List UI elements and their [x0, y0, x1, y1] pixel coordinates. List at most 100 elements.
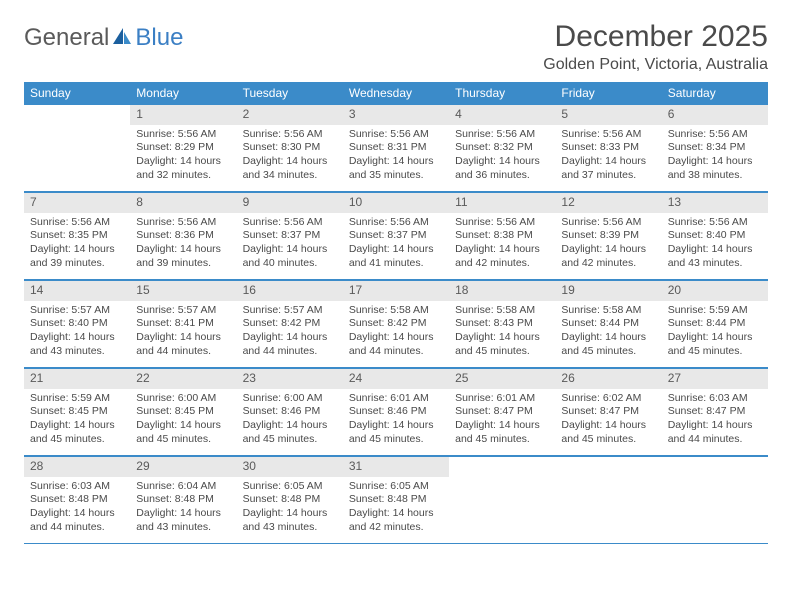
daylight-text: Daylight: 14 hours: [136, 243, 230, 257]
weekday-header: Thursday: [449, 82, 555, 104]
day-body: Sunrise: 6:01 AMSunset: 8:46 PMDaylight:…: [343, 389, 449, 450]
day-cell: 2Sunrise: 5:56 AMSunset: 8:30 PMDaylight…: [237, 105, 343, 191]
day-cell: 18Sunrise: 5:58 AMSunset: 8:43 PMDayligh…: [449, 281, 555, 367]
daylight-text: and 43 minutes.: [30, 345, 124, 359]
daylight-text: Daylight: 14 hours: [243, 155, 337, 169]
daylight-text: and 42 minutes.: [349, 521, 443, 535]
weekday-header: Tuesday: [237, 82, 343, 104]
day-body: Sunrise: 6:04 AMSunset: 8:48 PMDaylight:…: [130, 477, 236, 538]
sunset-text: Sunset: 8:39 PM: [561, 229, 655, 243]
daylight-text: and 38 minutes.: [668, 169, 762, 183]
daylight-text: Daylight: 14 hours: [455, 419, 549, 433]
logo-text-blue: Blue: [135, 24, 183, 52]
day-number: 22: [130, 369, 236, 389]
day-cell: 22Sunrise: 6:00 AMSunset: 8:45 PMDayligh…: [130, 369, 236, 455]
calendar-grid: SundayMondayTuesdayWednesdayThursdayFrid…: [24, 82, 768, 544]
sail-icon: [111, 26, 133, 51]
day-number: 21: [24, 369, 130, 389]
day-body: Sunrise: 5:56 AMSunset: 8:37 PMDaylight:…: [343, 213, 449, 274]
sunset-text: Sunset: 8:32 PM: [455, 141, 549, 155]
day-cell: 29Sunrise: 6:04 AMSunset: 8:48 PMDayligh…: [130, 457, 236, 543]
day-number: 10: [343, 193, 449, 213]
daylight-text: and 42 minutes.: [561, 257, 655, 271]
sunrise-text: Sunrise: 5:56 AM: [349, 216, 443, 230]
logo-text-general: General: [24, 24, 109, 52]
day-cell: 8Sunrise: 5:56 AMSunset: 8:36 PMDaylight…: [130, 193, 236, 279]
daylight-text: and 45 minutes.: [668, 345, 762, 359]
location-text: Golden Point, Victoria, Australia: [543, 56, 768, 74]
sunrise-text: Sunrise: 5:58 AM: [455, 304, 549, 318]
daylight-text: and 44 minutes.: [349, 345, 443, 359]
sunset-text: Sunset: 8:47 PM: [561, 405, 655, 419]
daylight-text: and 45 minutes.: [136, 433, 230, 447]
sunrise-text: Sunrise: 5:57 AM: [243, 304, 337, 318]
sunset-text: Sunset: 8:38 PM: [455, 229, 549, 243]
daylight-text: Daylight: 14 hours: [136, 507, 230, 521]
day-number: 9: [237, 193, 343, 213]
daylight-text: Daylight: 14 hours: [243, 243, 337, 257]
day-cell: 23Sunrise: 6:00 AMSunset: 8:46 PMDayligh…: [237, 369, 343, 455]
daylight-text: Daylight: 14 hours: [349, 243, 443, 257]
day-number: 26: [555, 369, 661, 389]
daylight-text: Daylight: 14 hours: [30, 419, 124, 433]
sunset-text: Sunset: 8:44 PM: [561, 317, 655, 331]
sunset-text: Sunset: 8:47 PM: [455, 405, 549, 419]
daylight-text: and 39 minutes.: [136, 257, 230, 271]
daylight-text: Daylight: 14 hours: [668, 243, 762, 257]
day-number: 30: [237, 457, 343, 477]
sunset-text: Sunset: 8:46 PM: [349, 405, 443, 419]
sunrise-text: Sunrise: 5:56 AM: [243, 216, 337, 230]
day-cell: 7Sunrise: 5:56 AMSunset: 8:35 PMDaylight…: [24, 193, 130, 279]
day-body: Sunrise: 5:56 AMSunset: 8:35 PMDaylight:…: [24, 213, 130, 274]
sunset-text: Sunset: 8:31 PM: [349, 141, 443, 155]
day-body: Sunrise: 5:56 AMSunset: 8:36 PMDaylight:…: [130, 213, 236, 274]
sunrise-text: Sunrise: 6:00 AM: [136, 392, 230, 406]
day-body: Sunrise: 6:00 AMSunset: 8:46 PMDaylight:…: [237, 389, 343, 450]
sunset-text: Sunset: 8:48 PM: [243, 493, 337, 507]
daylight-text: and 44 minutes.: [136, 345, 230, 359]
daylight-text: Daylight: 14 hours: [349, 507, 443, 521]
day-number: 16: [237, 281, 343, 301]
day-body: Sunrise: 5:56 AMSunset: 8:40 PMDaylight:…: [662, 213, 768, 274]
sunset-text: Sunset: 8:48 PM: [349, 493, 443, 507]
day-cell: [555, 457, 661, 543]
day-cell: 25Sunrise: 6:01 AMSunset: 8:47 PMDayligh…: [449, 369, 555, 455]
daylight-text: and 45 minutes.: [243, 433, 337, 447]
weekday-header: Saturday: [662, 82, 768, 104]
sunset-text: Sunset: 8:42 PM: [243, 317, 337, 331]
day-number: 3: [343, 105, 449, 125]
weekday-header: Sunday: [24, 82, 130, 104]
day-number: 5: [555, 105, 661, 125]
daylight-text: and 44 minutes.: [30, 521, 124, 535]
week-row: 7Sunrise: 5:56 AMSunset: 8:35 PMDaylight…: [24, 192, 768, 280]
sunset-text: Sunset: 8:48 PM: [30, 493, 124, 507]
sunrise-text: Sunrise: 5:56 AM: [136, 128, 230, 142]
daylight-text: Daylight: 14 hours: [668, 155, 762, 169]
daylight-text: and 44 minutes.: [668, 433, 762, 447]
sunset-text: Sunset: 8:40 PM: [30, 317, 124, 331]
day-body: Sunrise: 5:56 AMSunset: 8:32 PMDaylight:…: [449, 125, 555, 186]
sunrise-text: Sunrise: 5:56 AM: [561, 128, 655, 142]
sunrise-text: Sunrise: 6:05 AM: [243, 480, 337, 494]
daylight-text: and 44 minutes.: [243, 345, 337, 359]
day-body: Sunrise: 5:57 AMSunset: 8:42 PMDaylight:…: [237, 301, 343, 362]
sunrise-text: Sunrise: 5:56 AM: [243, 128, 337, 142]
day-number: 18: [449, 281, 555, 301]
day-number: 14: [24, 281, 130, 301]
day-body: Sunrise: 5:56 AMSunset: 8:39 PMDaylight:…: [555, 213, 661, 274]
daylight-text: Daylight: 14 hours: [136, 331, 230, 345]
day-cell: 3Sunrise: 5:56 AMSunset: 8:31 PMDaylight…: [343, 105, 449, 191]
day-cell: 15Sunrise: 5:57 AMSunset: 8:41 PMDayligh…: [130, 281, 236, 367]
day-body: Sunrise: 5:56 AMSunset: 8:34 PMDaylight:…: [662, 125, 768, 186]
weekday-header: Wednesday: [343, 82, 449, 104]
sunrise-text: Sunrise: 5:58 AM: [561, 304, 655, 318]
daylight-text: Daylight: 14 hours: [455, 155, 549, 169]
daylight-text: and 41 minutes.: [349, 257, 443, 271]
sunrise-text: Sunrise: 6:04 AM: [136, 480, 230, 494]
day-body: Sunrise: 6:02 AMSunset: 8:47 PMDaylight:…: [555, 389, 661, 450]
day-body: Sunrise: 5:57 AMSunset: 8:40 PMDaylight:…: [24, 301, 130, 362]
day-cell: 12Sunrise: 5:56 AMSunset: 8:39 PMDayligh…: [555, 193, 661, 279]
day-cell: 6Sunrise: 5:56 AMSunset: 8:34 PMDaylight…: [662, 105, 768, 191]
daylight-text: Daylight: 14 hours: [561, 331, 655, 345]
sunset-text: Sunset: 8:43 PM: [455, 317, 549, 331]
